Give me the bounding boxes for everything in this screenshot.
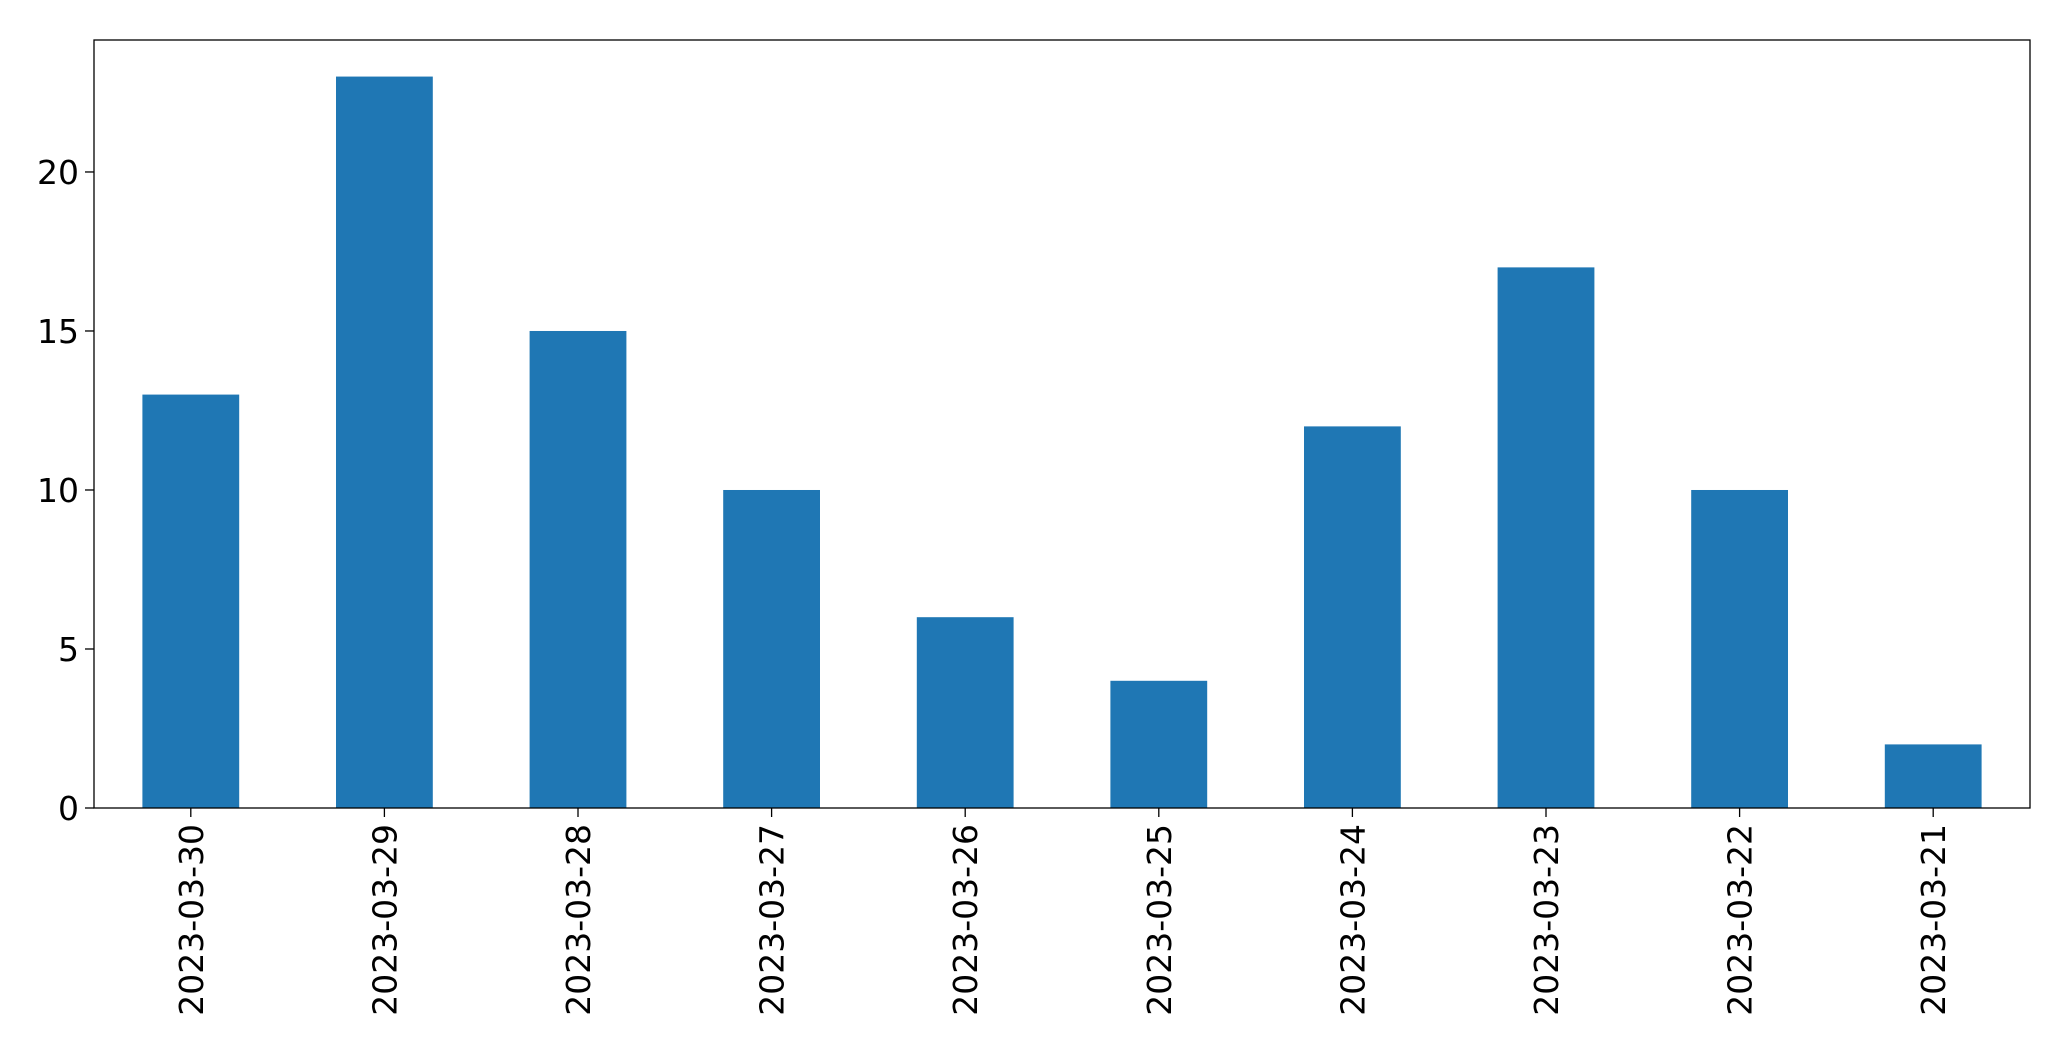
x-tick-label: 2023-03-29 <box>365 824 404 1016</box>
bar <box>336 76 433 809</box>
x-tick-label: 2023-03-28 <box>559 824 598 1016</box>
y-tick-label: 20 <box>37 153 79 192</box>
x-tick-label: 2023-03-26 <box>946 824 985 1016</box>
x-tick-label: 2023-03-27 <box>753 824 792 1016</box>
y-tick-label: 10 <box>37 471 79 510</box>
x-tick-label: 2023-03-24 <box>1333 824 1372 1016</box>
y-tick-label: 15 <box>37 312 79 351</box>
y-tick-label: 0 <box>58 789 79 828</box>
y-tick-label: 5 <box>58 630 79 669</box>
plot-frame <box>93 39 2031 809</box>
bar <box>1691 489 1788 808</box>
x-tick-label: 2023-03-21 <box>1914 824 1953 1016</box>
bar <box>723 489 820 808</box>
bar <box>1110 680 1208 808</box>
x-tick-label: 2023-03-23 <box>1527 824 1566 1016</box>
x-tick-label: 2023-03-22 <box>1721 824 1760 1016</box>
bar <box>142 394 240 808</box>
bar <box>529 330 627 808</box>
x-tick-label: 2023-03-25 <box>1140 824 1179 1016</box>
bar <box>1304 426 1401 808</box>
bar <box>1884 744 1982 808</box>
bar <box>916 617 1014 808</box>
bar <box>1497 267 1595 808</box>
x-tick-label: 2023-03-30 <box>172 824 211 1016</box>
